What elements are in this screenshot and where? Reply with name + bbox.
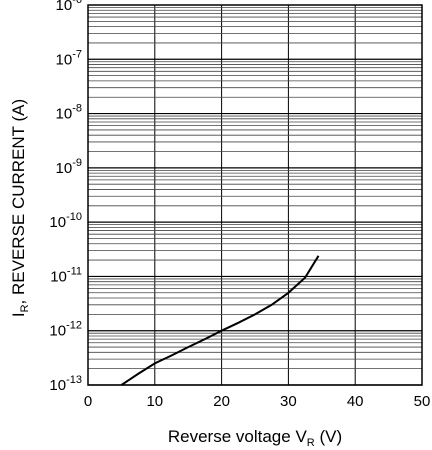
y-tick-label: 10-7 [56,48,82,68]
y-axis-title: IR, REVERSE CURRENT (A) [9,99,31,317]
series-line [120,255,320,386]
y-tick-label: 10-12 [49,320,82,340]
grid [87,5,423,386]
x-tick-label: 50 [414,393,431,410]
y-tick-label: 10-6 [56,0,82,14]
x-tick-labels: 0 10 20 30 40 50 [84,393,431,410]
x-axis-title: Reverse voltage VR (V) [168,427,342,449]
x-tick-label: 40 [347,393,364,410]
x-tick-label: 30 [280,393,297,410]
y-tick-label: 10-8 [56,103,82,123]
x-tick-label: 0 [84,393,92,410]
y-tick-label: 10-13 [49,374,82,394]
x-tick-label: 10 [146,393,163,410]
x-tick-label: 20 [213,393,230,410]
y-tick-label: 10-10 [49,211,82,231]
y-tick-label: 10-9 [56,157,82,177]
y-tick-label: 10-11 [50,265,82,285]
plot-frame [87,4,423,386]
y-tick-labels: 10-13 10-12 10-11 10-10 10-9 10-8 10-7 10-6 [49,0,82,394]
